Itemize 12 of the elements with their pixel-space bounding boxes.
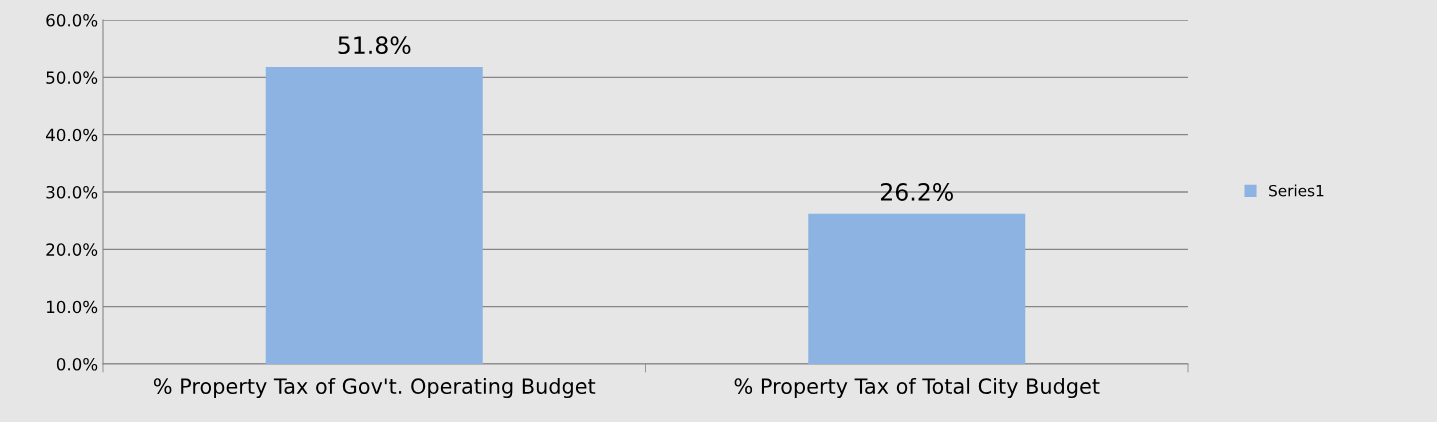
y-tick-label: 30.0% <box>46 185 98 199</box>
y-tick-label: 0.0% <box>56 357 98 371</box>
y-tick-label: 60.0% <box>46 13 98 27</box>
y-tick-label: 20.0% <box>46 243 98 256</box>
data-label: 26.2% <box>880 183 953 201</box>
x-tick-label: % Property Tax of Gov't. Operating Budget <box>153 377 596 399</box>
data-label: 51.8% <box>338 36 411 55</box>
x-tick-label: % Property Tax of Total City Budget <box>734 377 1100 399</box>
y-tick-label: 50.0% <box>46 71 98 84</box>
y-tick-label: 10.0% <box>47 300 98 314</box>
y-tick-label: 40.0% <box>46 128 98 142</box>
legend-label: Series1 <box>1269 184 1324 197</box>
